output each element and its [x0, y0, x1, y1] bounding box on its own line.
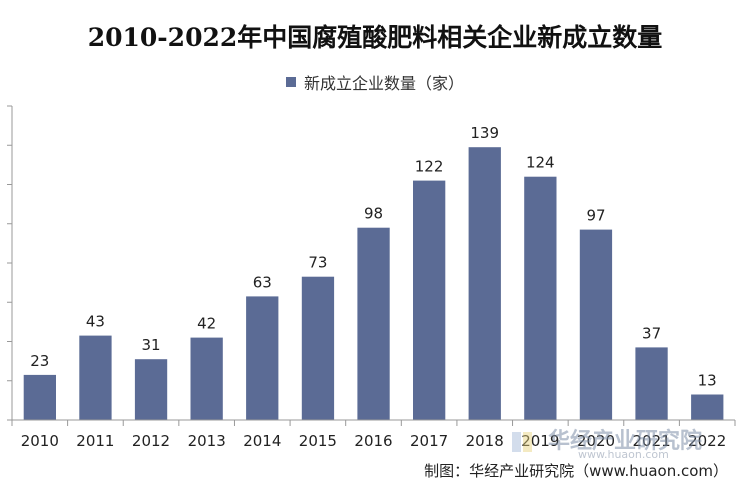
bar-2022 — [691, 394, 724, 420]
data-label-2010: 23 — [30, 352, 49, 370]
x-axis: 2010 2011 2012 2013 2014 2015 2016 2017 2018 2019… — [11, 419, 736, 450]
bar-2021 — [635, 347, 668, 420]
data-label-2022: 13 — [698, 372, 717, 390]
data-label-2016: 98 — [364, 205, 383, 223]
x-tick-label-2012: 2012 — [132, 432, 170, 450]
x-tick-label-2011: 2011 — [76, 432, 114, 450]
bar-2010 — [23, 374, 56, 420]
legend-label: 新成立企业数量（家） — [303, 74, 464, 93]
bar-2013 — [190, 337, 223, 420]
watermark-logo-icon — [512, 432, 532, 452]
bars — [23, 147, 724, 420]
legend-swatch — [285, 77, 296, 87]
x-tick-label-2016: 2016 — [354, 432, 392, 450]
bar-2012 — [134, 359, 168, 420]
x-tick-label-2014: 2014 — [243, 432, 281, 450]
bar-2011 — [79, 335, 112, 420]
source-note: 制图：华经产业研究院（www.huaon.com） — [424, 462, 728, 480]
data-label-2013: 42 — [197, 315, 216, 333]
data-label-2021: 37 — [642, 324, 661, 342]
data-label-2019: 124 — [526, 154, 555, 172]
bar-2016 — [357, 227, 390, 420]
data-label-2020: 97 — [586, 207, 605, 225]
bar-2017 — [413, 180, 446, 420]
watermark-text: 华经产业研究院 — [548, 429, 703, 454]
data-labels: 23 43 31 42 63 73 98 122 139 124 97 37 13 — [30, 124, 716, 389]
watermark-url: www.huaon.com — [578, 448, 669, 461]
x-tick-label-2015: 2015 — [299, 432, 337, 450]
x-tick-label-2018: 2018 — [466, 432, 504, 450]
data-label-2012: 31 — [141, 336, 160, 354]
x-tick-label-2019: 2019 — [521, 432, 559, 450]
chart-title: 2010-2022年中国腐殖酸肥料相关企业新成立数量 — [87, 23, 663, 52]
x-tick-label-2017: 2017 — [410, 432, 448, 450]
bar-2019 — [524, 176, 557, 420]
bar-2015 — [301, 276, 335, 420]
data-label-2015: 73 — [308, 254, 327, 272]
data-label-2014: 63 — [253, 273, 272, 291]
x-tick-label-2020: 2020 — [577, 432, 615, 450]
data-label-2018: 139 — [470, 124, 499, 142]
x-tick-label-2022: 2022 — [688, 432, 726, 450]
x-tick-label-2021: 2021 — [633, 432, 671, 450]
bar-2020 — [579, 229, 613, 420]
x-tick-label-2010: 2010 — [21, 432, 59, 450]
chart-legend: 新成立企业数量（家） — [0, 70, 750, 94]
bar-2018 — [468, 147, 501, 420]
data-label-2011: 43 — [86, 313, 105, 331]
bar-2014 — [246, 296, 279, 420]
y-axis — [7, 105, 13, 421]
data-label-2017: 122 — [415, 158, 444, 176]
x-tick-label-2013: 2013 — [188, 432, 226, 450]
